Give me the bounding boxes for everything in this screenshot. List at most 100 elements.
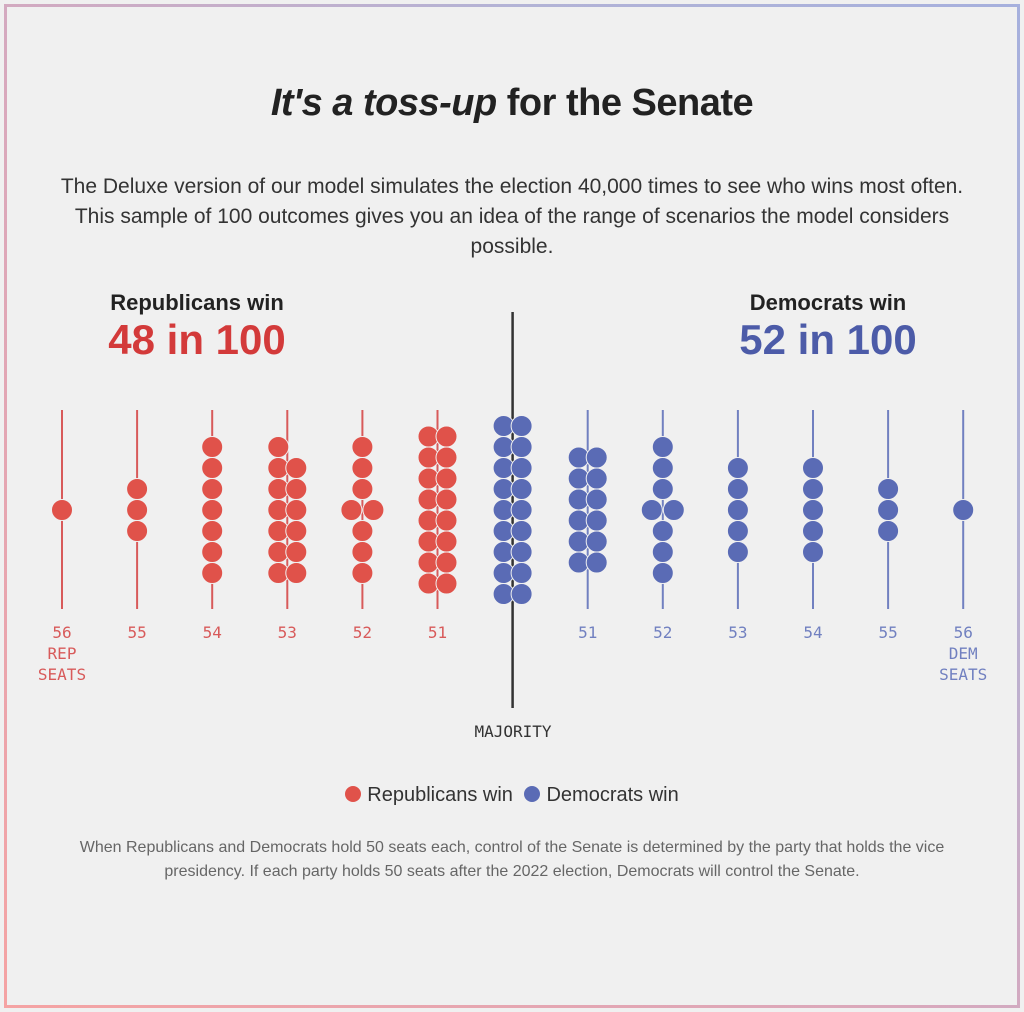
simulation-dots [51, 415, 975, 605]
dot-dem-53 [726, 499, 749, 521]
rep-summary: Republicans win 48 in 100 [57, 290, 337, 364]
dot-rep-51 [435, 425, 458, 448]
dot-rep-52 [340, 499, 363, 521]
dot-rep-52 [351, 541, 374, 563]
dot-dem-55 [877, 478, 900, 500]
dot-dem-52 [662, 499, 685, 521]
tick-label-rep-56: 56 [52, 623, 71, 642]
dot-rep-54 [201, 562, 224, 584]
dot-rep-51 [435, 509, 458, 532]
dot-dem-51 [585, 509, 608, 532]
title-italic: It's a toss-up [270, 82, 497, 124]
tick-label-rep-52: 52 [353, 623, 372, 642]
dot-rep-53 [285, 457, 308, 479]
dot-rep-55 [126, 520, 149, 542]
dot-rep-55 [126, 478, 149, 500]
dot-rep-51 [435, 530, 458, 553]
dot-dem-52 [651, 436, 674, 458]
tick-labels: 56 REP SEATS 55 54 53 52 51 51 52 53 54 55 56 DEM SEATS [38, 623, 987, 684]
dot-rep-54 [201, 436, 224, 458]
dem-summary: Democrats win 52 in 100 [688, 290, 968, 364]
tick-label-rep-56: REP [48, 644, 77, 663]
tick-label-dem-51: 51 [578, 623, 597, 642]
dot-rep-53 [285, 478, 308, 500]
dot-rep-55 [126, 499, 149, 521]
rep-summary-value: 48 in 100 [108, 316, 286, 363]
dot-rep-52 [351, 457, 374, 479]
dot-dem-50 [510, 478, 533, 500]
dot-dem-52 [651, 457, 674, 479]
chart-title: It's a toss-up for the Senate [0, 82, 1024, 125]
dot-dem-55 [877, 520, 900, 542]
legend-swatch-dem [524, 786, 541, 802]
dot-rep-52 [351, 520, 374, 542]
tick-label-rep-55: 55 [127, 623, 146, 642]
dot-dem-50 [510, 415, 533, 437]
dot-rep-53 [285, 541, 308, 563]
legend-label-rep: Republicans win [367, 784, 513, 806]
dot-dem-54 [802, 499, 824, 521]
dot-dem-50 [510, 562, 533, 584]
dot-rep-53 [285, 499, 308, 521]
legend-swatch-rep [345, 786, 362, 802]
tick-label-dem-56: 56 [954, 623, 973, 642]
title-rest: for the Senate [496, 82, 754, 124]
tick-label-dem-52: 52 [653, 623, 672, 642]
dot-dem-52 [651, 520, 674, 542]
legend-item-dem: Democrats win [524, 784, 679, 806]
dot-dem-54 [802, 478, 824, 500]
dot-rep-54 [201, 520, 224, 542]
dot-rep-51 [435, 467, 458, 490]
dot-dem-56 [952, 499, 975, 521]
dem-summary-label: Democrats win [749, 290, 907, 315]
dot-rep-51 [435, 446, 458, 469]
dot-rep-53 [267, 436, 290, 458]
legend-label-dem: Democrats win [546, 784, 679, 806]
dot-rep-52 [362, 499, 385, 521]
dot-rep-51 [435, 572, 458, 595]
tick-label-dem-56: DEM [949, 644, 978, 663]
dot-dem-51 [585, 467, 608, 490]
dot-dem-54 [802, 541, 824, 563]
dot-rep-53 [285, 562, 308, 584]
dot-dem-50 [510, 436, 533, 458]
dot-dem-53 [726, 457, 749, 479]
dot-dem-55 [877, 499, 900, 521]
dot-rep-51 [435, 551, 458, 574]
dot-rep-52 [351, 436, 374, 458]
rep-summary-label: Republicans win [110, 290, 284, 315]
dot-rep-54 [201, 457, 224, 479]
footnote: When Republicans and Democrats hold 50 s… [79, 839, 945, 880]
legend: Republicans win Democrats win [0, 784, 1024, 807]
dot-dem-53 [726, 520, 749, 542]
dot-dem-50 [510, 499, 533, 521]
tick-label-rep-56: SEATS [38, 665, 86, 684]
dot-dem-51 [585, 551, 608, 574]
dot-dem-50 [510, 541, 533, 563]
dot-rep-56 [51, 499, 73, 521]
dot-rep-54 [201, 478, 224, 500]
dot-rep-53 [285, 520, 308, 542]
chart-subtitle: The Deluxe version of our model simulate… [60, 175, 964, 258]
tick-label-dem-55: 55 [878, 623, 897, 642]
dot-dem-53 [726, 541, 749, 563]
dot-rep-52 [351, 562, 374, 584]
dot-dem-50 [510, 520, 533, 542]
tick-label-dem-54: 54 [803, 623, 822, 642]
legend-item-rep: Republicans win [345, 784, 518, 806]
dot-rep-51 [435, 488, 458, 511]
dot-dem-51 [585, 488, 608, 511]
tick-label-rep-51: 51 [428, 623, 447, 642]
dot-dem-51 [585, 446, 608, 469]
tick-label-dem-53: 53 [728, 623, 747, 642]
dot-dem-52 [651, 541, 674, 563]
dot-dem-53 [726, 478, 749, 500]
dot-dem-52 [640, 499, 663, 521]
dot-dem-50 [510, 583, 533, 605]
majority-label: MAJORITY [474, 722, 551, 741]
tick-label-rep-54: 54 [203, 623, 222, 642]
dot-dem-51 [585, 530, 608, 553]
dot-dem-52 [651, 562, 674, 584]
dot-dem-50 [510, 457, 533, 479]
